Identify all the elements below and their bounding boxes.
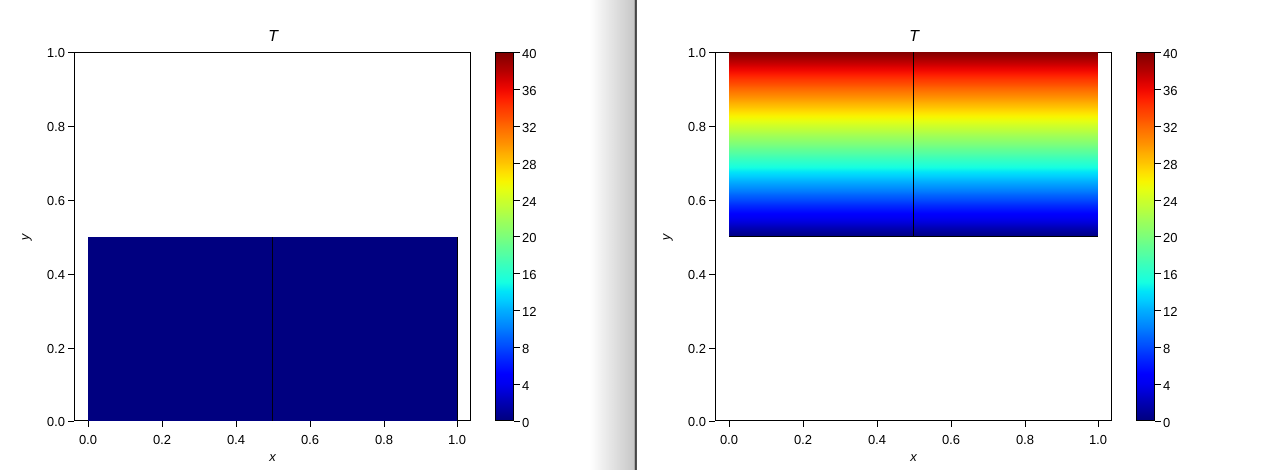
svg-text:y: y — [658, 232, 673, 241]
